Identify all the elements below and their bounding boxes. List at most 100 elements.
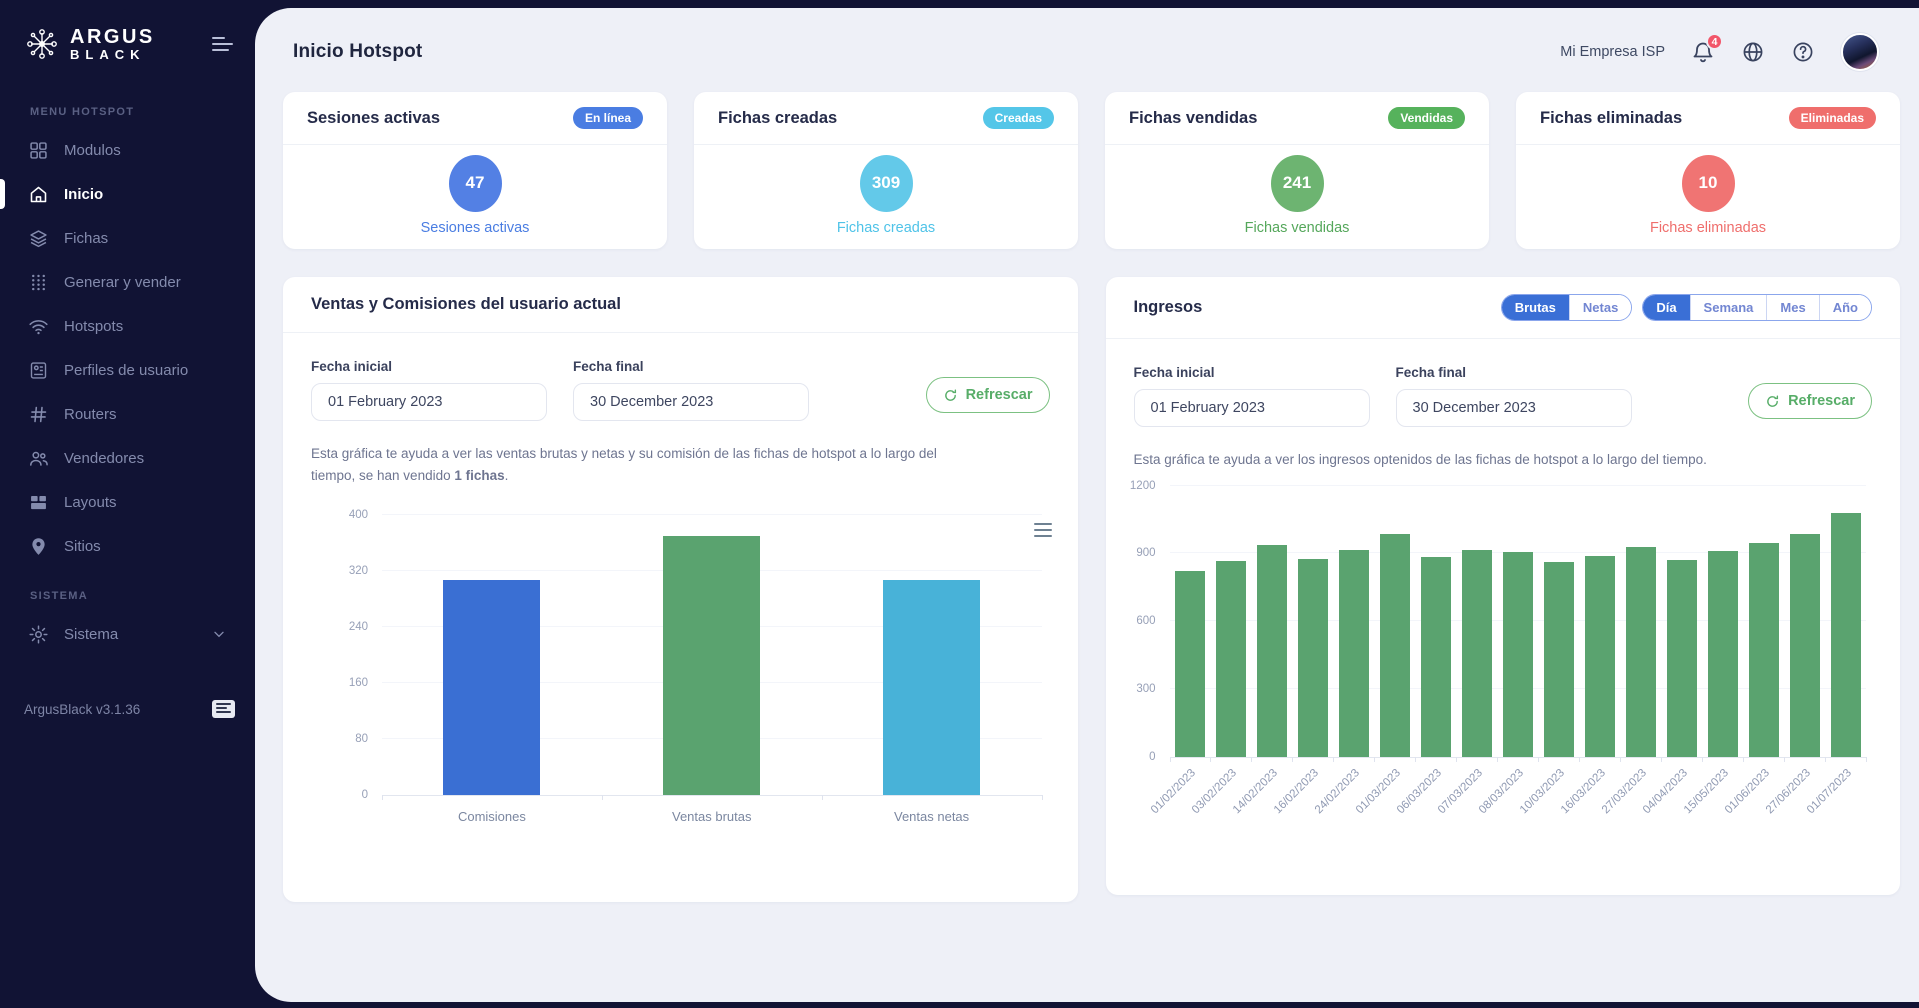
- stat-card-header: Fichas eliminadas Eliminadas: [1516, 92, 1900, 145]
- stat-value-label: Fichas eliminadas: [1649, 219, 1767, 236]
- sidebar-item-vendedores[interactable]: Vendedores: [0, 436, 255, 480]
- fecha-final-label: Fecha final: [1395, 365, 1467, 380]
- toggle-group-0: Brutas Netas: [1500, 294, 1633, 321]
- stat-value-circle: 241: [1270, 154, 1324, 212]
- layers-icon: [28, 228, 49, 249]
- ingresos-toggles: Brutas Netas Día Semana Mes Año: [1500, 294, 1872, 321]
- fecha-final-input[interactable]: [1395, 389, 1632, 427]
- sidebar-item-label: Hotspots: [64, 317, 124, 335]
- plot-area: Comisiones Ventas brutas Ventas netas: [382, 514, 1043, 824]
- stat-value-circle: 309: [859, 154, 913, 212]
- sidebar: ARGUS BLACK MENU HOTSPOT Modulos Inicio Fi…: [0, 0, 255, 1008]
- main-panel: Inicio Hotspot Mi Empresa ISP 4: [255, 8, 1919, 1002]
- sidebar-item-perfiles-de-usuario[interactable]: Perfiles de usuario: [0, 348, 255, 392]
- wifi-icon: [28, 316, 49, 337]
- toggle-mes[interactable]: Mes: [1766, 295, 1819, 320]
- refresh-label: Refrescar: [1788, 393, 1855, 409]
- status-badge: Vendidas: [1388, 107, 1465, 129]
- chart-bar-24-02-2023: [1338, 549, 1369, 757]
- sidebar-item-fichas[interactable]: Fichas: [0, 216, 255, 260]
- sidebar-item-label: Layouts: [64, 493, 117, 511]
- stat-value-label: Fichas creadas: [836, 219, 936, 236]
- stat-card-body: 10 Fichas eliminadas: [1516, 145, 1900, 249]
- fecha-inicial-label: Fecha inicial: [1133, 365, 1215, 380]
- stat-card-body: 47 Sesiones activas: [283, 145, 667, 249]
- sidebar-item-generar-y-vender[interactable]: Generar y vender: [0, 260, 255, 304]
- sidebar-item-inicio[interactable]: Inicio: [0, 172, 255, 216]
- logo-text: ARGUS BLACK: [70, 25, 155, 62]
- sidebar-item-sitios[interactable]: Sitios: [0, 524, 255, 568]
- topbar: Inicio Hotspot Mi Empresa ISP 4: [255, 8, 1919, 71]
- toggle-semana[interactable]: Semana: [1689, 295, 1767, 320]
- argusblack-logo-icon: [24, 26, 60, 62]
- y-axis-tick-label: 400: [348, 509, 368, 522]
- fecha-inicial-input[interactable]: [311, 383, 547, 421]
- chart-bar-16-03-2023: [1584, 555, 1615, 757]
- x-axis-tick-label: Ventas netas: [893, 809, 970, 825]
- sidebar-item-routers[interactable]: Routers: [0, 392, 255, 436]
- sidebar-item-modulos[interactable]: Modulos: [0, 128, 255, 172]
- users-icon: [28, 448, 49, 469]
- fecha-inicial-field: Fecha inicial: [311, 359, 547, 421]
- stat-value-circle: 10: [1681, 154, 1735, 212]
- y-axis-tick-label: 320: [348, 565, 368, 578]
- stat-value-circle: 47: [448, 154, 502, 212]
- stats-row: Sesiones activas En línea 47 Sesiones activ…: [283, 92, 1900, 249]
- help-icon[interactable]: [1791, 40, 1815, 64]
- keyboard-language-icon[interactable]: [212, 700, 235, 718]
- sidebar-item-label: Sitios: [64, 537, 101, 555]
- sidebar-nav: Modulos Inicio Fichas Generar y vender Hotsp…: [0, 128, 255, 568]
- fecha-inicial-input[interactable]: [1133, 389, 1370, 427]
- chart-bar-08-03-2023: [1502, 552, 1533, 757]
- toggle-ano[interactable]: Año: [1818, 295, 1871, 320]
- refresh-button[interactable]: Refrescar: [925, 377, 1050, 413]
- y-axis-tick-label: 300: [1136, 682, 1156, 695]
- notifications-bell-icon[interactable]: 4: [1691, 33, 1723, 64]
- chart-bar-16-02-2023: [1297, 559, 1328, 757]
- menu-section-label: MENU HOTSPOT: [30, 106, 135, 118]
- status-badge: Eliminadas: [1788, 107, 1876, 129]
- hash-icon: [28, 404, 49, 425]
- topbar-right: Mi Empresa ISP 4: [1560, 33, 1879, 71]
- sales-description: Esta gráfica te ayuda a ver las ventas b…: [311, 446, 937, 483]
- chart-bar-10-03-2023: [1543, 562, 1574, 757]
- chart-bar-ventas-netas: [883, 580, 981, 796]
- chart-bar-07-03-2023: [1461, 549, 1492, 757]
- sidebar-collapse-icon[interactable]: [208, 33, 237, 55]
- sidebar-item-layouts[interactable]: Layouts: [0, 480, 255, 524]
- modules-grid-icon: [28, 140, 49, 161]
- stat-card-title: Fichas vendidas: [1129, 108, 1258, 127]
- logo-line1: ARGUS: [70, 25, 155, 48]
- chart-bar-06-03-2023: [1420, 556, 1451, 757]
- chart-menu-icon[interactable]: [1033, 523, 1052, 537]
- map-pin-icon: [28, 536, 49, 557]
- user-avatar[interactable]: [1841, 33, 1879, 71]
- x-axis-tick-label: Ventas brutas: [672, 809, 752, 825]
- globe-language-icon[interactable]: [1741, 40, 1765, 64]
- fecha-final-field: Fecha final: [1395, 365, 1632, 427]
- refresh-button[interactable]: Refrescar: [1748, 383, 1872, 419]
- stat-card-title: Fichas creadas: [718, 108, 838, 127]
- page-title: Inicio Hotspot: [293, 41, 423, 62]
- chart-bar-01-03-2023: [1379, 534, 1410, 757]
- company-name[interactable]: Mi Empresa ISP: [1560, 44, 1665, 60]
- toggle-netas[interactable]: Netas: [1568, 295, 1632, 320]
- sidebar-item-hotspots[interactable]: Hotspots: [0, 304, 255, 348]
- ingresos-card-header: Ingresos Brutas Netas Día Semana Mes Año: [1105, 277, 1900, 339]
- sidebar-item-label: Perfiles de usuario: [64, 361, 189, 379]
- toggle-brutas[interactable]: Brutas: [1501, 295, 1569, 320]
- logo-line2: BLACK: [70, 46, 146, 62]
- stat-card-header: Sesiones activas En línea: [283, 92, 667, 145]
- home-icon: [28, 184, 49, 205]
- version-row: ArgusBlack v3.1.36: [24, 700, 235, 718]
- stat-card-body: 241 Fichas vendidas: [1105, 145, 1489, 249]
- y-axis-tick-label: 1200: [1129, 479, 1156, 492]
- chart-bar-27-06-2023: [1789, 534, 1820, 757]
- fecha-final-input[interactable]: [573, 383, 809, 421]
- sidebar-item-sistema[interactable]: Sistema: [0, 612, 255, 656]
- logo-row: ARGUS BLACK: [0, 0, 255, 62]
- dots-grid-icon: [28, 272, 49, 293]
- chevron-down-icon: [211, 626, 227, 642]
- toggle-dia[interactable]: Día: [1643, 295, 1690, 320]
- y-axis-tick-label: 900: [1136, 547, 1156, 560]
